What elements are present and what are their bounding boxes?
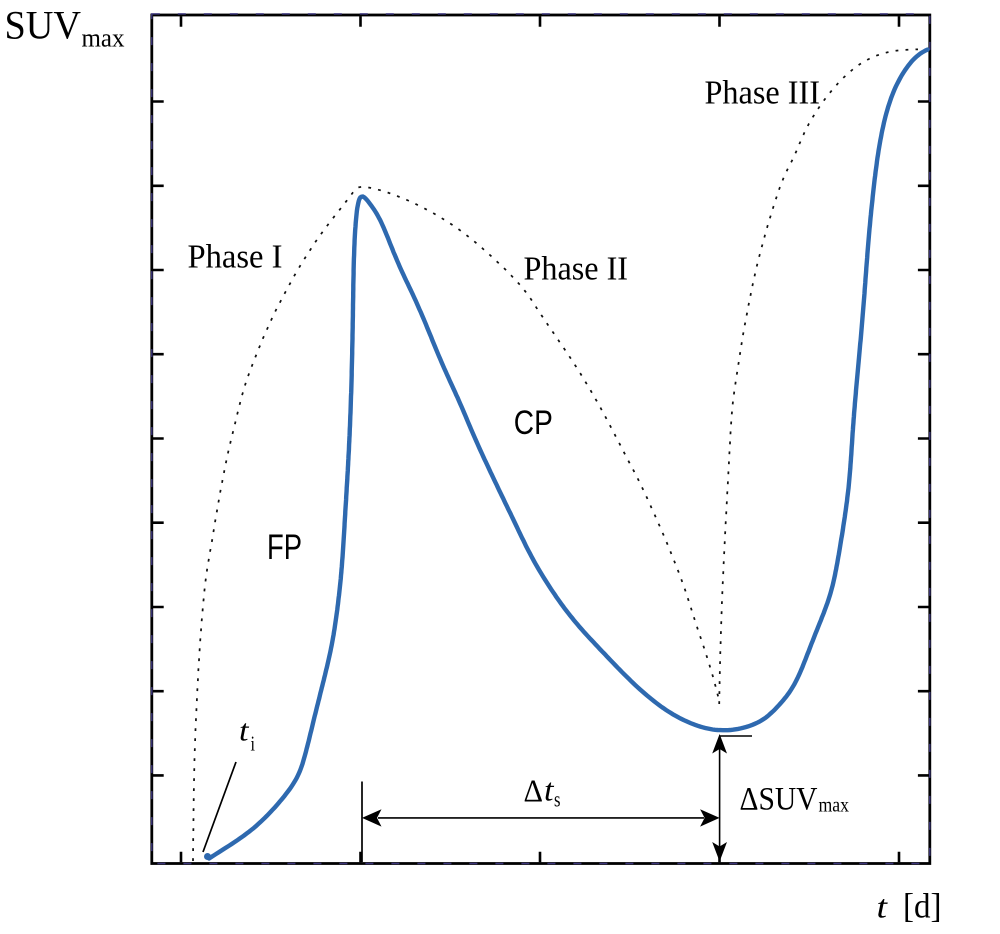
svg-text:t: t — [544, 772, 555, 808]
svg-text:s: s — [554, 787, 561, 812]
svg-text:t: t — [877, 890, 888, 926]
svg-text:Δ: Δ — [524, 773, 544, 809]
svg-text:[d]: [d] — [903, 888, 942, 926]
svg-text:max: max — [819, 795, 850, 817]
svg-text:Phase III: Phase III — [705, 75, 821, 112]
svg-text:i: i — [251, 732, 256, 756]
svg-text:t: t — [239, 713, 250, 748]
svg-text:Phase I: Phase I — [188, 239, 283, 276]
svg-text:Phase II: Phase II — [524, 251, 629, 288]
svg-text:CP: CP — [514, 404, 553, 442]
svg-text:max: max — [82, 23, 125, 53]
svg-text:ΔSUV: ΔSUV — [740, 782, 818, 818]
svg-text:SUV: SUV — [5, 3, 82, 48]
svg-text:FP: FP — [267, 528, 302, 567]
